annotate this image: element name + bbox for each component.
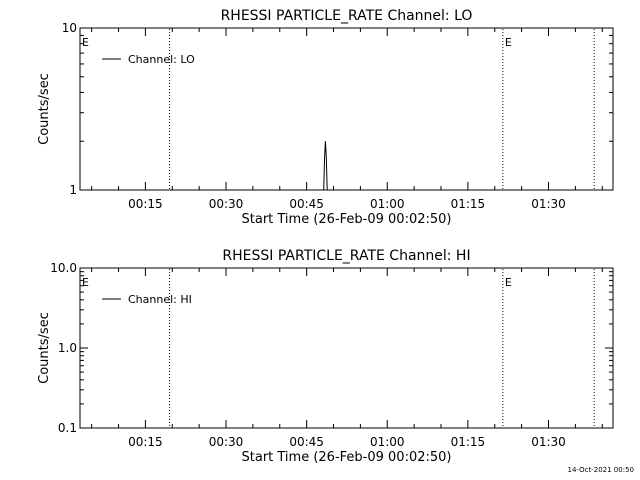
- plot-frame: [79, 267, 614, 429]
- chart-title: RHESSI PARTICLE_RATE Channel: LO: [221, 8, 473, 24]
- x-tick-label: 01:30: [531, 435, 566, 449]
- chart-title: RHESSI PARTICLE_RATE Channel: HI: [222, 248, 470, 264]
- legend-label: Channel: HI: [128, 293, 192, 306]
- y-axis-label: Counts/sec: [37, 312, 52, 384]
- x-tick-label: 01:15: [451, 197, 486, 211]
- edge-marker-label: E: [82, 36, 89, 49]
- marker-label: E: [505, 36, 512, 49]
- x-tick-label: 01:30: [531, 197, 566, 211]
- x-tick-label: 01:00: [370, 435, 405, 449]
- x-axis-label: Start Time (26-Feb-09 00:02:50): [242, 212, 452, 227]
- chart-panel-1: RHESSI PARTICLE_RATE Channel: LO 00:15 00:…: [37, 8, 614, 227]
- x-tick-label: 01:00: [370, 197, 405, 211]
- x-tick-label: 00:45: [289, 435, 324, 449]
- footer-timestamp: 14-Oct-2021 00:50: [567, 466, 634, 474]
- x-tick-label: 00:30: [209, 197, 244, 211]
- y-tick-label: 1: [69, 183, 77, 197]
- y-axis-label: Counts/sec: [37, 73, 52, 145]
- chart-panel-2: RHESSI PARTICLE_RATE Channel: HI 00:15 00:…: [37, 248, 614, 465]
- x-tick-label: 00:15: [128, 197, 163, 211]
- x-tick-label: 00:15: [128, 435, 163, 449]
- y-tick-label: 1.0: [58, 341, 77, 355]
- marker-label: E: [505, 276, 512, 289]
- edge-marker-label: E: [82, 276, 89, 289]
- plot-frame: [79, 27, 614, 191]
- x-tick-label: 00:30: [209, 435, 244, 449]
- series-line: [323, 141, 329, 191]
- y-tick-label: 10.0: [50, 261, 77, 275]
- y-tick-label: 10: [62, 21, 77, 35]
- x-tick-label: 00:45: [289, 197, 324, 211]
- x-axis-label: Start Time (26-Feb-09 00:02:50): [242, 450, 452, 465]
- x-tick-label: 01:15: [451, 435, 486, 449]
- y-tick-label: 0.1: [58, 421, 77, 435]
- legend-label: Channel: LO: [128, 53, 195, 66]
